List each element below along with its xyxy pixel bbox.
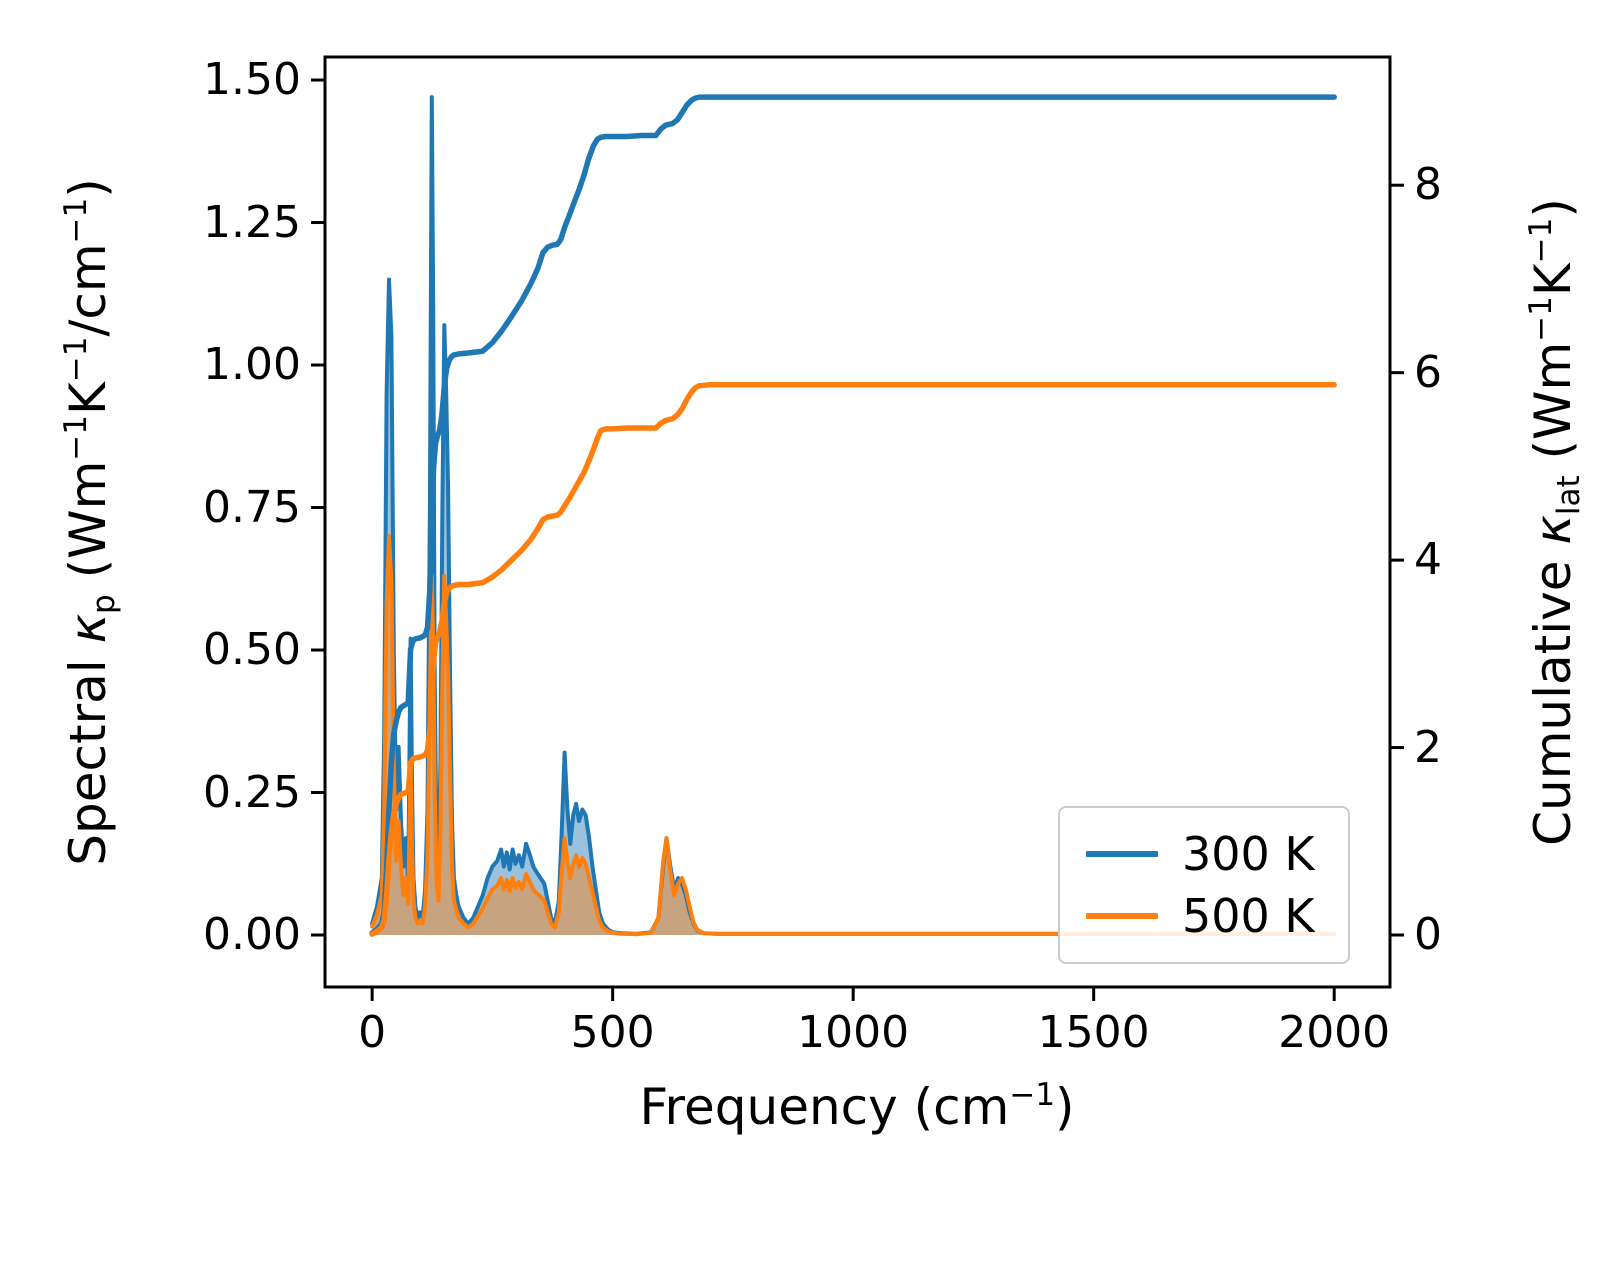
right-y-tick-label: 4 (1414, 534, 1442, 586)
right-y-tick-label: 2 (1414, 721, 1442, 773)
left-y-tick-label: 0.75 (203, 481, 301, 533)
left-y-tick-label: 1.25 (203, 196, 301, 248)
left-y-tick-label: 1.00 (203, 339, 301, 391)
cumulative-300K-line (369, 94, 1337, 936)
left-y-tick-label: 0.25 (203, 766, 301, 818)
left-y-tick-label: 1.50 (203, 54, 301, 106)
left-y-tick-label: 0.00 (203, 909, 301, 961)
x-tick-label: 0 (358, 1007, 387, 1058)
legend: 300 K 500 K (1058, 806, 1350, 964)
plot-frame (323, 55, 1392, 989)
left-y-axis-label: Spectral κp (Wm−1K−1/cm−1) (58, 178, 122, 866)
legend-swatch-300k (1086, 851, 1158, 858)
right-y-tick-label: 8 (1414, 159, 1442, 211)
legend-label-300k: 300 K (1182, 827, 1315, 882)
x-tick-label: 1500 (1037, 1007, 1150, 1058)
x-tick-label: 500 (570, 1007, 655, 1058)
left-y-tick-label: 0.50 (203, 624, 301, 676)
legend-label-500k: 500 K (1182, 888, 1315, 943)
x-tick-label: 1000 (797, 1007, 910, 1058)
right-y-tick-label: 0 (1414, 909, 1442, 960)
x-axis-label: Frequency (cm−1) (639, 1077, 1075, 1136)
legend-entry-300k: 300 K (1086, 831, 1322, 877)
x-tick-label: 2000 (1278, 1007, 1391, 1058)
right-y-axis-label: Cumulative κlat (Wm−1K−1) (1523, 198, 1587, 846)
legend-swatch-500k (1086, 912, 1158, 919)
spectral-500K-line (370, 534, 1337, 937)
cumulative-500K-line (369, 382, 1337, 937)
right-y-tick-label: 6 (1414, 346, 1442, 398)
legend-entry-500k: 500 K (1086, 893, 1322, 939)
